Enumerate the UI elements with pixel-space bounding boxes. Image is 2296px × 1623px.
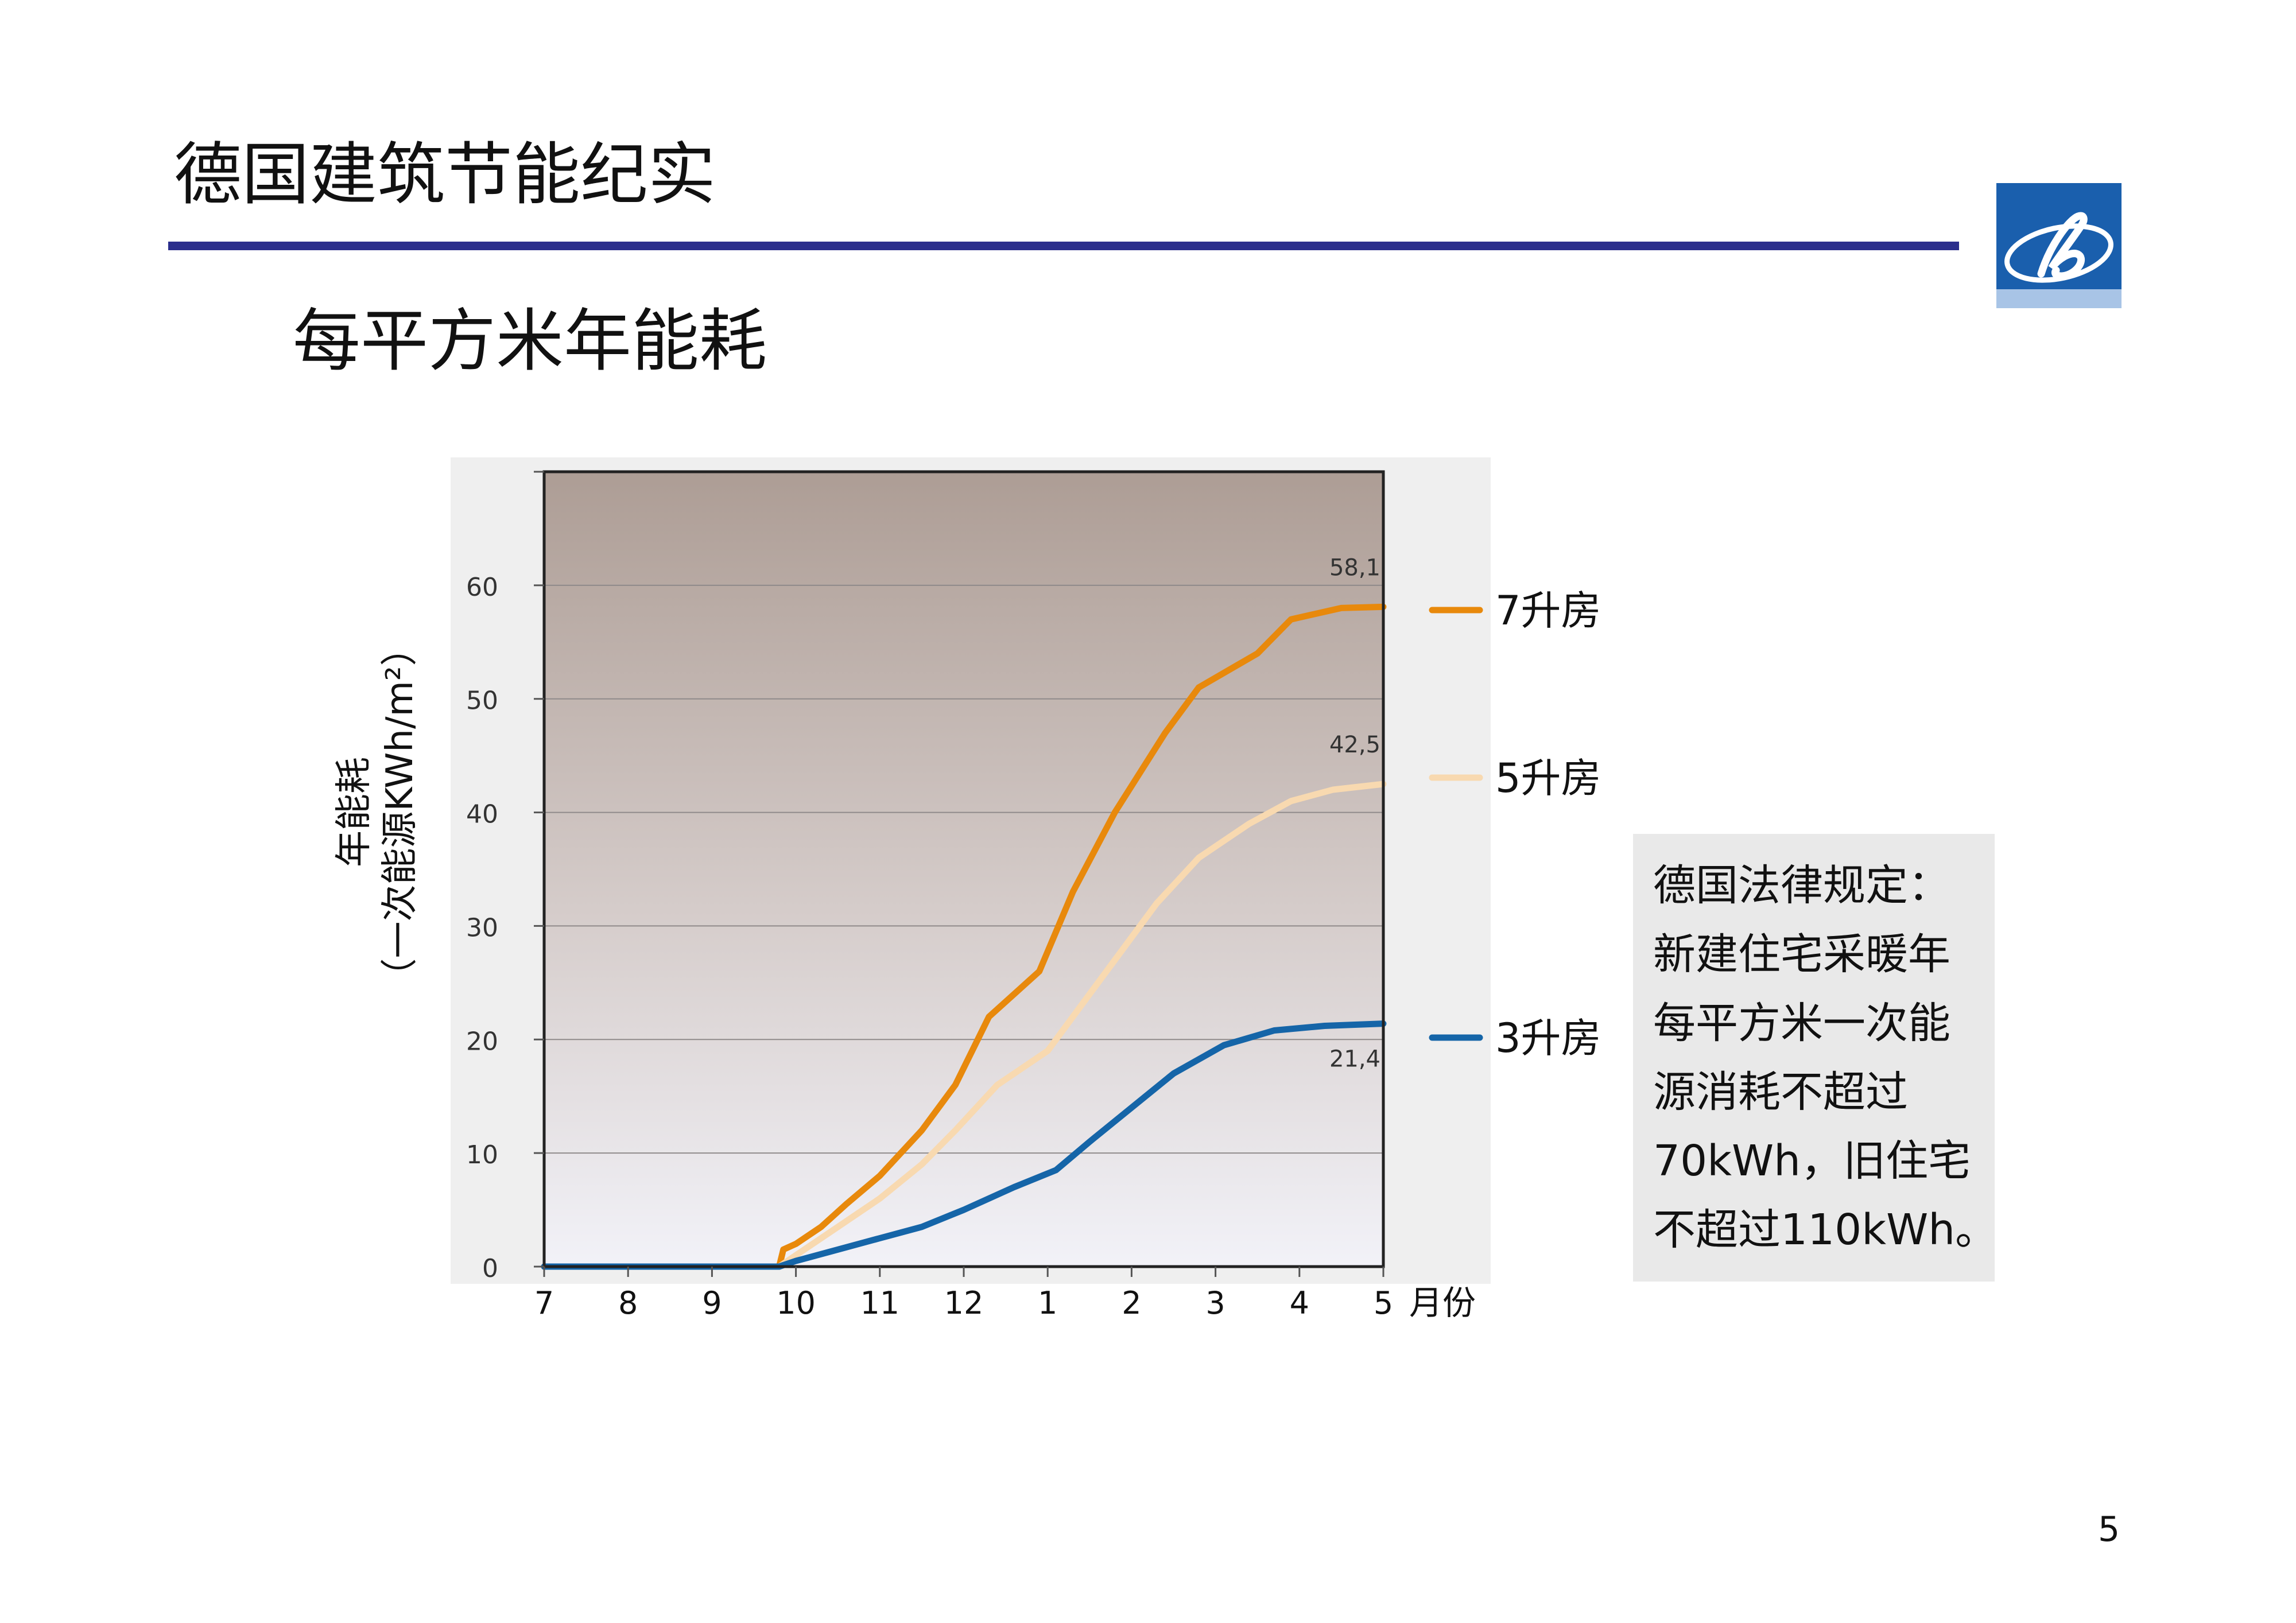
y-tick-label: 50	[466, 686, 498, 716]
y-tick-label: 60	[466, 573, 498, 602]
x-tick-label: 5	[1374, 1285, 1393, 1321]
x-tick-label: 11	[860, 1285, 899, 1321]
series-end-label: 42,5	[1329, 732, 1380, 758]
x-axis-label: 月份	[1409, 1283, 1476, 1322]
series-line	[541, 781, 1387, 1270]
x-tick-label: 10	[776, 1285, 816, 1321]
note-line: 每平方米一次能	[1653, 999, 1950, 1048]
note-line: 新建住宅采暖年	[1653, 930, 1950, 979]
y-tick-label: 10	[466, 1140, 498, 1170]
plot-area	[544, 472, 1383, 1267]
y-tick-label: 20	[466, 1027, 498, 1056]
y-tick-label: 40	[466, 800, 498, 829]
chart-subtitle: 每平方米年能耗	[293, 301, 767, 380]
page-number: 5	[2098, 1509, 2120, 1550]
regulation-note: 德国法律规定： 新建住宅采暖年 每平方米一次能 源消耗不超过 70kWh，旧住宅 不超过1…	[1633, 834, 1998, 1282]
x-tick-label: 9	[702, 1285, 722, 1321]
y-tick-label: 0	[482, 1254, 498, 1283]
slide-title: 德国建筑节能纪实	[174, 135, 716, 214]
y-tick-label: 30	[466, 913, 498, 942]
note-line: 70kWh，旧住宅	[1653, 1136, 1971, 1186]
title-rule	[168, 242, 1959, 250]
note-line: 不超过110kWh。	[1653, 1205, 1998, 1255]
series-line	[541, 603, 1387, 1270]
series-line	[541, 1020, 1387, 1270]
x-tick-label: 12	[944, 1285, 984, 1321]
series-end-label: 58,1	[1329, 554, 1380, 581]
x-tick-label: 2	[1122, 1285, 1141, 1321]
x-tick-label: 1	[1038, 1285, 1057, 1321]
note-line: 源消耗不超过	[1653, 1067, 1908, 1117]
y-axis-label-line2: （一次能源KWh/m²）	[379, 629, 421, 995]
legend-label: 7升房	[1495, 587, 1601, 634]
x-tick-label: 7	[534, 1285, 554, 1321]
logo-icon	[1996, 183, 2122, 308]
series-end-label: 21,4	[1329, 1046, 1380, 1073]
note-line: 德国法律规定：	[1653, 861, 1950, 910]
x-tick-label: 8	[618, 1285, 638, 1321]
x-tick-label: 4	[1290, 1285, 1309, 1321]
legend-label: 3升房	[1495, 1015, 1601, 1062]
legend-label: 5升房	[1495, 755, 1601, 802]
y-axis-label-line1: 年能耗	[333, 757, 375, 867]
x-tick-label: 3	[1205, 1285, 1225, 1321]
